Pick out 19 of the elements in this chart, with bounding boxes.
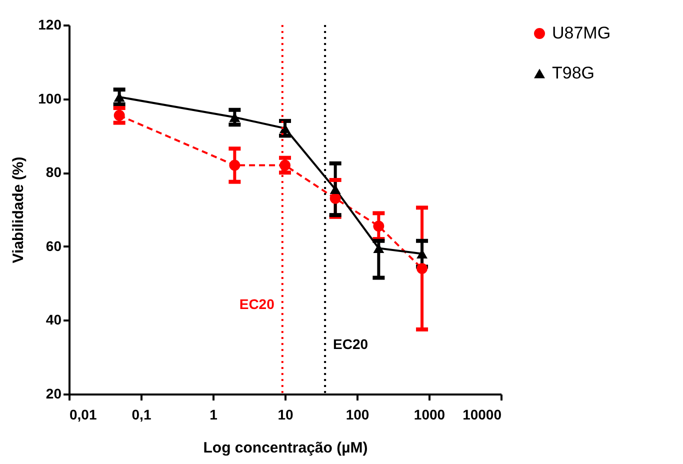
x-tick-label: 100 xyxy=(346,406,370,422)
y-axis-title: Viabilidade (%) xyxy=(10,156,28,264)
x-axis-title: Log concentração (µM) xyxy=(203,440,368,456)
y-tick-label: 20 xyxy=(46,386,62,402)
ref-line-label: EC20 xyxy=(333,336,368,352)
y-tick-label: 120 xyxy=(38,16,62,32)
x-tick-label: 10000 xyxy=(462,406,502,422)
x-tick-label: 0,01 xyxy=(70,406,97,422)
legend-label: U87MG xyxy=(552,24,611,42)
ref-line-label: EC20 xyxy=(239,296,275,312)
x-tick-label: 1 xyxy=(210,406,218,422)
y-tick-label: 100 xyxy=(38,90,62,106)
y-tick-label: 40 xyxy=(46,312,62,328)
y-tick-label: 60 xyxy=(46,238,62,254)
x-tick-label: 0,1 xyxy=(132,406,152,422)
y-tick-label: 80 xyxy=(46,164,62,180)
x-tick-label: 10 xyxy=(278,406,294,422)
x-tick-label: 1000 xyxy=(414,406,446,422)
legend-label: T98G xyxy=(552,64,595,82)
